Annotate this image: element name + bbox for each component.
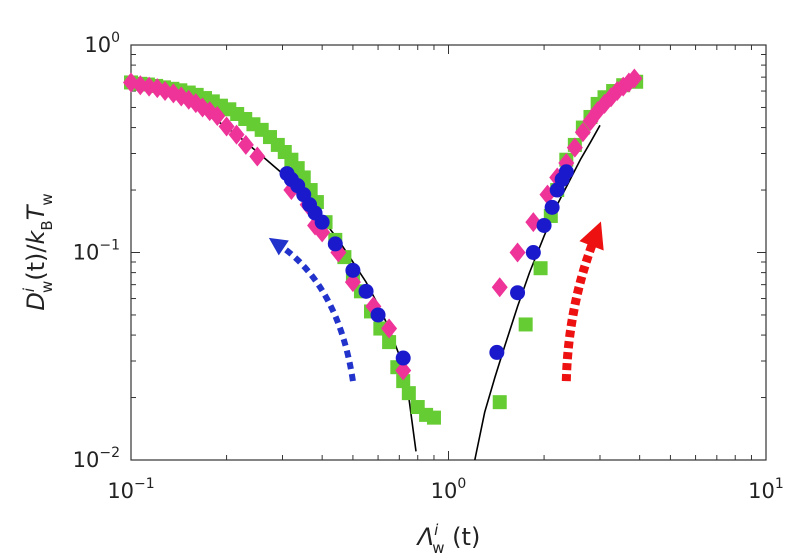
y-title-d: D <box>22 292 50 310</box>
circle-marker <box>525 245 541 260</box>
x-tick-label: 100 <box>431 476 467 503</box>
x-tick-labels: 10−1 100 101 <box>107 476 784 503</box>
circle-marker <box>314 214 330 230</box>
circle-marker <box>536 217 552 233</box>
y-tick-label: 10−2 <box>73 445 120 472</box>
diamond-marker <box>566 137 583 158</box>
diamond-marker <box>395 360 412 381</box>
diamond-marker <box>626 68 643 89</box>
diamond-marker <box>344 272 361 293</box>
y-title-tsub: w <box>38 193 56 205</box>
minor-ticks <box>130 45 766 461</box>
y-tick-label: 10−1 <box>73 238 120 265</box>
y-tick-labels: 10−2 10−1 100 <box>73 30 120 472</box>
diamond-marker <box>228 124 245 145</box>
square-marker <box>518 317 533 332</box>
x-axis-title: Λi w (t) <box>416 521 481 557</box>
circle-marker <box>370 307 386 323</box>
y-title-k: k <box>22 229 50 244</box>
diamond-marker <box>249 146 266 167</box>
red-arrow-head <box>579 221 604 251</box>
diamond-marker <box>218 116 235 137</box>
y-title-sub: w <box>38 281 56 293</box>
y-title-sup: i <box>20 287 38 292</box>
diamond-marker <box>237 134 254 155</box>
y-title-t: T <box>22 203 50 220</box>
circle-marker <box>358 283 374 299</box>
square-marker <box>401 386 416 401</box>
circle-marker <box>558 164 574 180</box>
square-marker <box>382 335 397 350</box>
diamond-marker <box>491 277 508 298</box>
y-title-ksub: B <box>38 220 56 230</box>
circle-marker <box>395 350 411 366</box>
fit-curves <box>130 79 601 461</box>
diamond-marker <box>209 105 226 126</box>
x-axis-title-sup: i <box>434 521 439 539</box>
diamond-marker <box>509 242 526 263</box>
x-axis-title-arg: (t) <box>445 523 481 551</box>
x-axis-title-sub: w <box>432 539 444 557</box>
diamond-marker <box>381 318 398 339</box>
blue-arrow-head <box>268 237 289 256</box>
circle-marker <box>489 344 505 360</box>
circle-marker <box>510 285 526 301</box>
y-tick-label: 100 <box>84 30 120 57</box>
x-tick-label: 10−1 <box>107 476 154 503</box>
x-axis-title-base: Λ <box>416 523 434 551</box>
circle-marker <box>327 236 343 252</box>
y-title-rest: (t)/ <box>22 244 50 281</box>
x-tick-label: 101 <box>748 476 784 503</box>
square-marker <box>373 321 388 336</box>
blue-arrow-body <box>276 241 356 382</box>
circle-marker <box>345 262 361 278</box>
y-axis-title: Diw(t)/kBTw <box>20 193 56 310</box>
red-arrow-body <box>561 234 600 382</box>
trend-arrows <box>268 221 604 382</box>
data-markers <box>123 68 644 425</box>
square-marker <box>492 395 507 410</box>
circle-marker <box>544 199 560 215</box>
diamond-marker <box>574 122 591 143</box>
square-marker <box>396 374 411 389</box>
square-marker <box>426 410 441 425</box>
square-marker <box>533 261 548 276</box>
